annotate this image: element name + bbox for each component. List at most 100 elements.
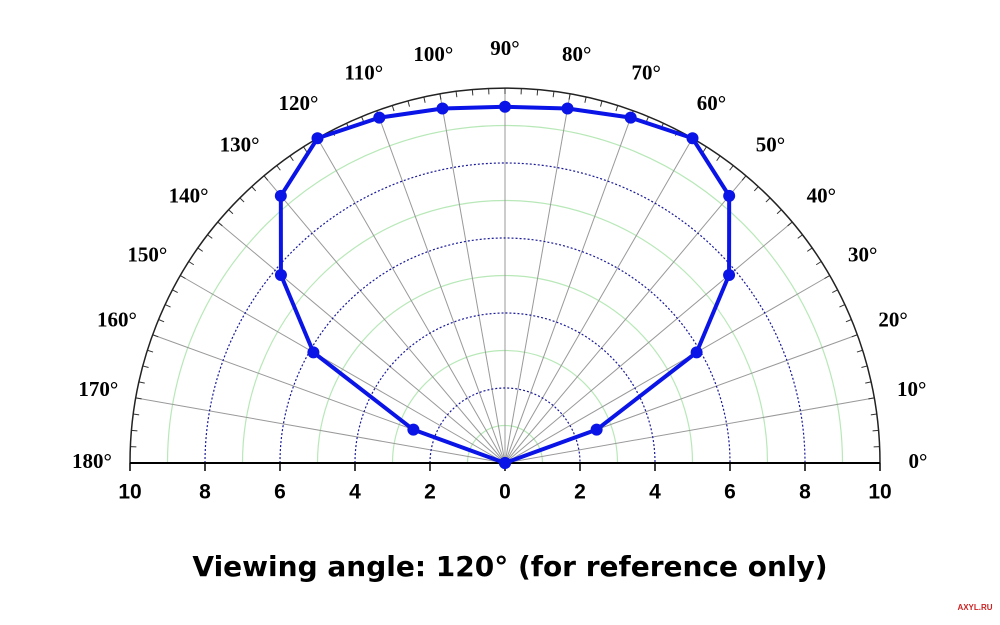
outer-minor-tick <box>131 429 138 432</box>
outer-minor-tick <box>152 334 159 338</box>
spoke <box>317 137 506 464</box>
spoke <box>504 110 634 464</box>
spoke <box>504 137 693 464</box>
data-point <box>311 132 324 145</box>
outer-minor-tick <box>179 275 186 279</box>
r-tick-label: 2 <box>574 481 586 504</box>
r-tick-label: 4 <box>649 481 661 504</box>
outer-minor-tick <box>276 165 281 171</box>
outer-minor-tick <box>391 105 395 112</box>
spoke <box>263 175 506 464</box>
outer-minor-tick <box>741 175 747 181</box>
r-tick-label: 10 <box>118 481 141 504</box>
outer-minor-tick <box>197 247 204 252</box>
outer-minor-tick <box>423 96 426 103</box>
angle-label: 40° <box>807 183 836 207</box>
outer-minor-tick <box>552 91 555 98</box>
angle-label: 10° <box>897 377 926 401</box>
spoke <box>179 275 506 464</box>
outer-minor-tick <box>776 209 782 215</box>
outer-minor-tick <box>303 146 308 153</box>
outer-minor-tick <box>851 334 858 338</box>
data-point <box>723 189 736 202</box>
angle-label: 170° <box>78 377 118 401</box>
angle-label: 60° <box>697 91 726 115</box>
r-tick-label: 6 <box>274 481 286 504</box>
angle-label: 140° <box>169 183 209 207</box>
data-point <box>274 189 287 202</box>
angle-label: 70° <box>632 61 661 85</box>
angle-label: 110° <box>344 61 383 85</box>
r-tick-label: 4 <box>349 481 361 504</box>
outer-minor-tick <box>868 397 875 400</box>
spoke <box>504 221 793 464</box>
spoke <box>504 275 831 464</box>
outer-minor-tick <box>289 155 294 162</box>
outer-minor-tick <box>133 413 140 416</box>
spoke <box>504 397 875 464</box>
outer-minor-tick <box>600 100 603 107</box>
spoke <box>217 221 506 464</box>
data-point <box>686 132 699 145</box>
outer-minor-tick <box>584 96 587 103</box>
outer-arc <box>129 87 881 464</box>
angle-label: 50° <box>756 132 785 156</box>
outer-minor-tick <box>765 197 771 203</box>
r-tick-label: 10 <box>868 481 891 504</box>
outer-minor-tick <box>856 349 863 353</box>
outer-minor-tick <box>471 89 474 96</box>
outer-minor-tick <box>839 304 846 308</box>
data-point <box>723 268 736 281</box>
outer-minor-tick <box>251 186 257 192</box>
angle-label: 90° <box>490 36 519 60</box>
outer-minor-tick <box>158 319 165 323</box>
outer-minor-tick <box>263 175 269 181</box>
outer-minor-tick <box>702 146 707 153</box>
outer-minor-tick <box>753 186 759 192</box>
outer-minor-tick <box>172 289 178 294</box>
data-point <box>590 423 603 436</box>
spoke <box>439 93 506 464</box>
spoke <box>135 397 506 464</box>
outer-minor-tick <box>142 365 149 368</box>
outer-minor-tick <box>239 197 245 203</box>
outer-minor-tick <box>407 100 410 107</box>
angle-label: 80° <box>562 42 591 66</box>
data-point <box>561 102 574 115</box>
outer-minor-tick <box>797 234 803 239</box>
angle-label: 150° <box>127 242 167 266</box>
data-point <box>407 423 420 436</box>
outer-minor-tick <box>729 165 734 171</box>
angle-label: 160° <box>97 308 137 332</box>
outer-minor-tick <box>188 261 195 266</box>
outer-minor-tick <box>806 247 813 252</box>
angle-label: 20° <box>878 308 907 332</box>
outer-minor-tick <box>536 89 539 96</box>
outer-minor-tick <box>164 304 171 308</box>
spoke <box>376 110 506 464</box>
outer-minor-tick <box>716 155 721 162</box>
data-point <box>274 268 287 281</box>
data-point <box>624 111 637 124</box>
data-point <box>499 457 511 469</box>
outer-minor-tick <box>439 93 442 100</box>
caption: Viewing angle: 120° (for reference only) <box>192 550 827 583</box>
angle-label: 0° <box>909 449 928 473</box>
angle-label: 130° <box>220 132 260 156</box>
outer-minor-tick <box>147 349 154 353</box>
outer-minor-tick <box>870 413 877 416</box>
spoke <box>504 93 571 464</box>
data-point <box>690 346 703 359</box>
r-tick-label: 8 <box>799 481 811 504</box>
outer-minor-tick <box>138 381 145 384</box>
grid-arc <box>429 387 581 464</box>
outer-minor-tick <box>872 429 879 432</box>
outer-minor-tick <box>615 105 619 112</box>
outer-minor-tick <box>455 91 458 98</box>
outer-minor-tick <box>815 261 822 266</box>
outer-minor-tick <box>824 275 831 279</box>
data-point <box>373 111 386 124</box>
angle-label: 180° <box>72 449 112 473</box>
grid-arc <box>279 237 731 464</box>
